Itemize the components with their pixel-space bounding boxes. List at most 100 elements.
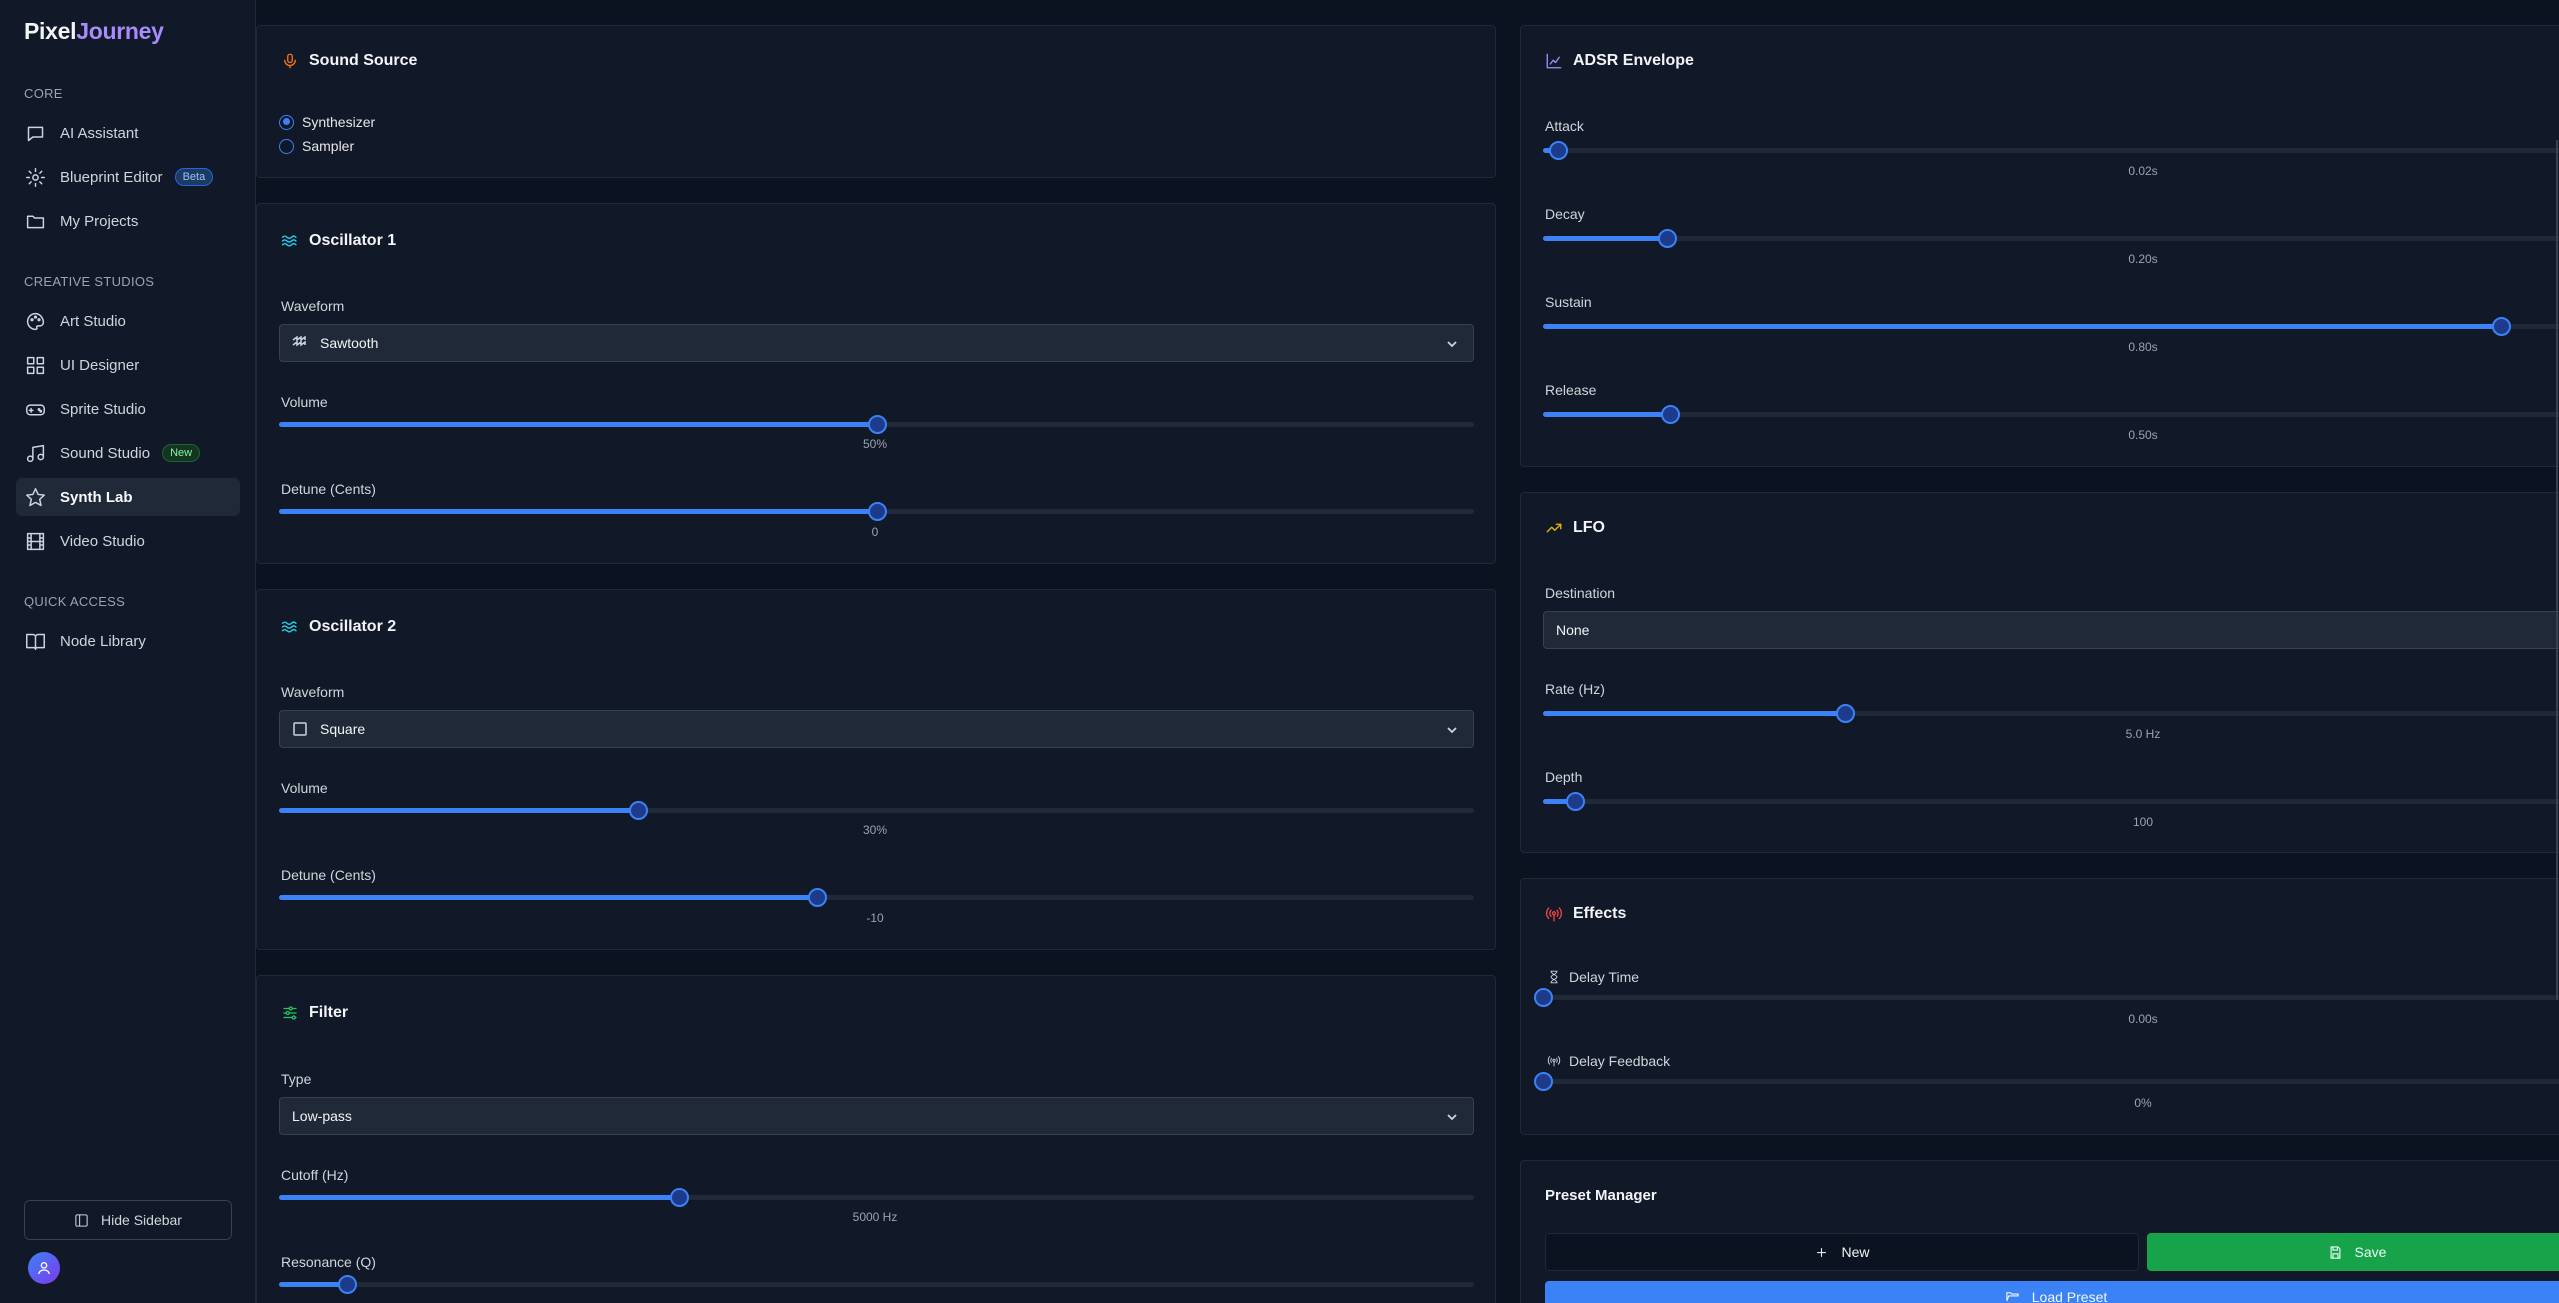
destination-label: Destination: [1545, 585, 1616, 601]
sustain-slider[interactable]: [1543, 316, 2559, 336]
chevron-down-icon: [1447, 341, 1457, 348]
detune-value: -10: [866, 911, 884, 925]
delay-time-slider[interactable]: [1534, 987, 2559, 1007]
slider-fill: [1543, 324, 2501, 329]
delay-time-label-text: Delay Time: [1569, 969, 1640, 985]
waves-icon: [281, 621, 297, 633]
osc1-volume-slider[interactable]: [279, 414, 1474, 434]
decay-slider[interactable]: [1543, 228, 2559, 248]
sidebar-item-ai-assistant[interactable]: AI Assistant: [16, 114, 240, 152]
sidebar-item-synth-lab[interactable]: Synth Lab: [16, 478, 240, 516]
sidebar-item-my-projects[interactable]: My Projects: [16, 202, 240, 240]
detune-label: Detune (Cents): [281, 481, 376, 497]
delay-time-value: 0.00s: [2128, 1012, 2158, 1026]
logo-text-pixel: Pixel: [24, 18, 77, 44]
osc2-detune-slider[interactable]: [279, 887, 1474, 907]
slider-thumb[interactable]: [1565, 792, 1585, 811]
release-slider[interactable]: [1543, 404, 2559, 424]
sawtooth-icon: [292, 336, 306, 347]
chart-icon: [1546, 53, 1562, 69]
save-preset-button[interactable]: Save: [2147, 1233, 2559, 1271]
slider-thumb[interactable]: [670, 1188, 690, 1207]
sidebar-item-art-studio[interactable]: Art Studio: [16, 302, 240, 340]
osc2-waveform-select[interactable]: Square: [279, 710, 1474, 748]
slider-thumb[interactable]: [1534, 988, 1553, 1007]
slider-track: [1543, 1079, 2559, 1084]
slider-fill: [279, 1195, 680, 1200]
slider-track: [279, 808, 1474, 813]
user-icon: [38, 1262, 50, 1275]
filter-cutoff-slider[interactable]: [279, 1187, 1474, 1207]
depth-value: 100: [2132, 815, 2154, 829]
chat-icon: [24, 122, 46, 144]
section-core: CORE: [24, 86, 63, 101]
new-badge: New: [162, 444, 201, 462]
osc1-waveform-select[interactable]: Sawtooth: [279, 324, 1474, 362]
sidebar-item-video-studio[interactable]: Video Studio: [16, 522, 240, 560]
hourglass-icon: [1550, 970, 1558, 984]
beta-badge: Beta: [174, 168, 214, 186]
sidebar-item-label: UI Designer: [60, 356, 140, 374]
microphone-icon: [284, 53, 296, 69]
radio-label: Synthesizer: [302, 114, 376, 130]
new-button-label: New: [1841, 1244, 1870, 1260]
trending-up-icon: [1546, 523, 1562, 533]
slider-thumb[interactable]: [867, 415, 887, 434]
scrollbar[interactable]: [2556, 140, 2558, 1000]
lfo-destination-select[interactable]: None: [1543, 611, 2559, 649]
slider-thumb[interactable]: [338, 1275, 358, 1294]
cutoff-label: Cutoff (Hz): [281, 1167, 349, 1183]
oscillator-2-title: Oscillator 2: [281, 618, 396, 636]
decay-label: Decay: [1545, 206, 1585, 222]
sustain-label: Sustain: [1545, 294, 1592, 310]
chevron-down-icon: [1447, 727, 1457, 734]
delay-feedback-slider[interactable]: [1534, 1071, 2559, 1091]
slider-thumb[interactable]: [807, 888, 827, 907]
attack-slider[interactable]: [1543, 140, 2559, 160]
slider-thumb[interactable]: [2491, 317, 2511, 336]
radio-sampler-control[interactable]: [279, 138, 294, 154]
type-label: Type: [281, 1071, 312, 1087]
lfo-depth-slider[interactable]: [1543, 791, 2559, 811]
logo-text-journey: Journey: [76, 18, 164, 44]
panel-title-text: ADSR Envelope: [1573, 52, 1694, 69]
slider-thumb[interactable]: [628, 801, 648, 820]
delay-feedback-value: 0%: [2134, 1096, 2152, 1110]
filter-type-select[interactable]: Low-pass: [279, 1097, 1474, 1135]
osc1-detune-slider[interactable]: [279, 501, 1474, 521]
avatar[interactable]: [28, 1252, 60, 1284]
slider-thumb[interactable]: [1534, 1072, 1553, 1091]
radio-sampler[interactable]: Sampler: [279, 138, 354, 154]
slider-thumb[interactable]: [1660, 405, 1680, 424]
sidebar-item-sound-studio[interactable]: Sound Studio New: [16, 434, 240, 472]
rate-label: Rate (Hz): [1545, 681, 1605, 697]
lfo-panel: LFO Destination None Rate (Hz) 5.0 Hz De…: [1520, 492, 2559, 853]
slider-fill: [1543, 799, 1575, 804]
app-logo[interactable]: PixelJourney: [24, 18, 164, 45]
slider-thumb[interactable]: [1835, 704, 1855, 723]
plus-icon: [1817, 1247, 1827, 1257]
new-preset-button[interactable]: New: [1545, 1233, 2139, 1271]
volume-label: Volume: [281, 780, 328, 796]
sidebar-item-label: AI Assistant: [60, 124, 139, 142]
load-preset-button[interactable]: Load Preset: [1545, 1281, 2559, 1303]
radio-synthesizer[interactable]: Synthesizer: [279, 114, 375, 130]
sidebar-item-sprite-studio[interactable]: Sprite Studio: [16, 390, 240, 428]
filter-resonance-slider[interactable]: [279, 1274, 1474, 1294]
slider-thumb[interactable]: [1657, 229, 1677, 248]
save-button-label: Save: [2354, 1244, 2387, 1260]
lfo-rate-slider[interactable]: [1543, 703, 2559, 723]
sidebar-item-label: Blueprint Editor: [60, 168, 163, 186]
slider-fill: [279, 509, 877, 514]
slider-thumb[interactable]: [1549, 141, 1569, 160]
slider-thumb[interactable]: [867, 502, 887, 521]
osc2-volume-slider[interactable]: [279, 800, 1474, 820]
radio-synthesizer-control[interactable]: [279, 114, 294, 130]
oscillator-1-title: Oscillator 1: [281, 232, 396, 250]
sidebar-item-node-library[interactable]: Node Library: [16, 622, 240, 660]
music-icon: [24, 442, 46, 464]
sidebar-item-ui-designer[interactable]: UI Designer: [16, 346, 240, 384]
hide-sidebar-button[interactable]: Hide Sidebar: [24, 1200, 232, 1240]
sidebar-item-blueprint-editor[interactable]: Blueprint Editor Beta: [16, 158, 240, 196]
section-creative-studios: CREATIVE STUDIOS: [24, 274, 155, 289]
